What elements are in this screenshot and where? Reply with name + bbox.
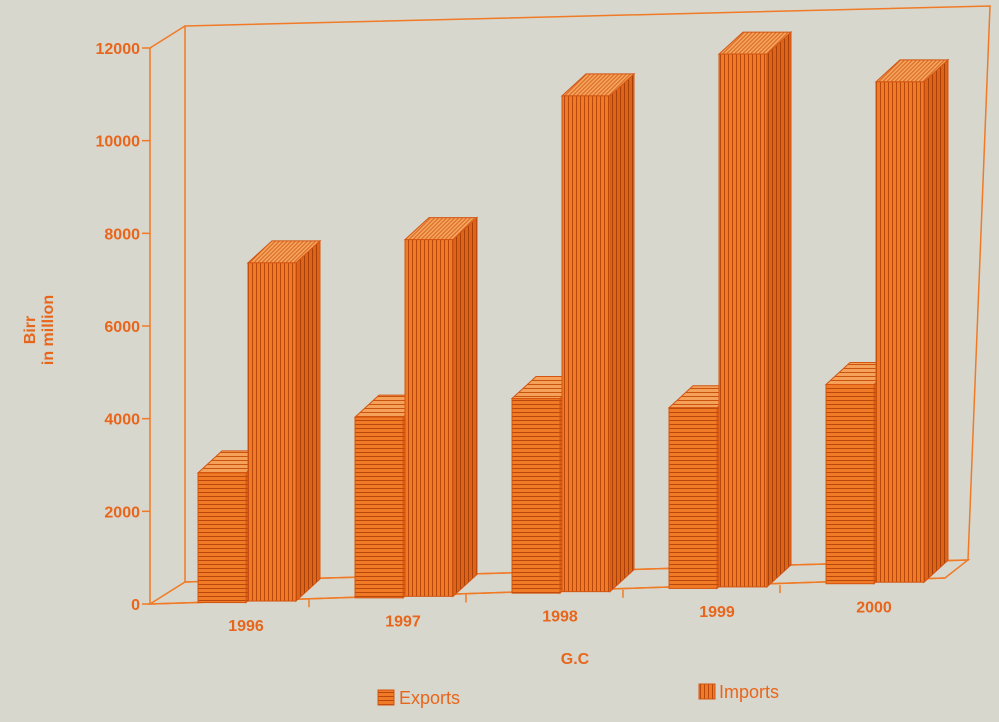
bar-imports-1996-front (247, 262, 297, 602)
bar-imports-1998-front (561, 95, 611, 593)
y-tick-label: 4000 (104, 412, 140, 429)
bar-imports-1997 (403, 216, 479, 598)
bar-imports-1997-front (404, 239, 454, 597)
x-tick-label: 1996 (228, 618, 264, 635)
bars (196, 30, 950, 604)
legend: Exports Imports (377, 682, 779, 708)
bar-exports-2000-front (825, 383, 875, 585)
y-tick-label: 0 (131, 597, 140, 614)
bar-imports-1998 (560, 72, 636, 593)
legend-label-exports: Exports (399, 688, 460, 708)
bar-exports-1996-front (197, 472, 247, 604)
bar-imports-1999-front (718, 53, 768, 588)
bar-imports-2000 (874, 58, 950, 584)
y-tick-label: 6000 (104, 319, 140, 336)
y-tick-label: 10000 (96, 134, 141, 151)
y-axis-depth-line (149, 25, 186, 49)
x-tick-label: 2000 (856, 599, 892, 616)
legend-swatch-imports (698, 683, 716, 700)
y-tick-label: 2000 (104, 504, 140, 521)
bar-imports-2000-side (923, 58, 949, 584)
x-tick-label: 1998 (542, 609, 578, 626)
bar-imports-1998-side (609, 72, 635, 593)
x-tick-label: 1999 (699, 604, 735, 621)
bar-imports-1996-side (295, 239, 321, 603)
bar-imports-1999-side (766, 30, 792, 589)
bar-imports-2000-front (875, 81, 925, 583)
bar-exports-1998-front (511, 398, 561, 594)
bar-imports-1996 (246, 239, 322, 603)
y-axis: 0 2000 4000 6000 8000 10000 12000 (96, 41, 150, 614)
x-tick-label: 1997 (385, 613, 421, 630)
x-axis-title: G.C (561, 651, 590, 668)
y-tick-label: 12000 (96, 41, 141, 58)
legend-label-imports: Imports (719, 682, 779, 702)
x-axis: 1996 1997 1998 1999 2000 (228, 585, 892, 635)
y-axis-title-line2: in million (40, 295, 57, 365)
y-axis-title-line1: Birr (22, 316, 39, 344)
bar-imports-1997-side (452, 216, 478, 598)
bar-exports-1999-front (668, 407, 718, 589)
bar-imports-1999 (717, 30, 793, 589)
bar-exports-1997-front (354, 416, 404, 599)
legend-swatch-exports (377, 689, 395, 706)
y-tick-label: 8000 (104, 226, 140, 243)
